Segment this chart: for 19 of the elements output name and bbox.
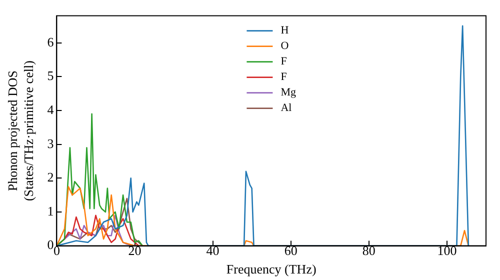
x-axis-title: Frequency (THz) — [226, 262, 316, 277]
legend-label: Al — [280, 102, 292, 114]
y-tick-label: 5 — [47, 68, 54, 84]
y-tick-label: 6 — [47, 34, 54, 50]
x-tick-label: 20 — [128, 243, 142, 258]
y-tick-label: 1 — [47, 203, 54, 218]
y-tick-label: 2 — [47, 170, 54, 185]
legend-label: H — [280, 24, 289, 37]
y-tick-label: 4 — [47, 102, 54, 117]
legend-label: Mg — [280, 86, 296, 99]
y-axis-title: Phonon projected DOS (States/THz·primitive cell) — [5, 60, 36, 202]
legend-label: F — [280, 56, 287, 68]
y-tick-label: 3 — [47, 136, 54, 151]
legend-label: F — [280, 71, 287, 84]
x-tick-label: 100 — [437, 243, 457, 258]
x-tick-label: 80 — [362, 243, 376, 258]
x-tick-label: 40 — [206, 243, 220, 258]
x-tick-label: 60 — [284, 243, 298, 258]
legend-label: O — [280, 40, 289, 52]
